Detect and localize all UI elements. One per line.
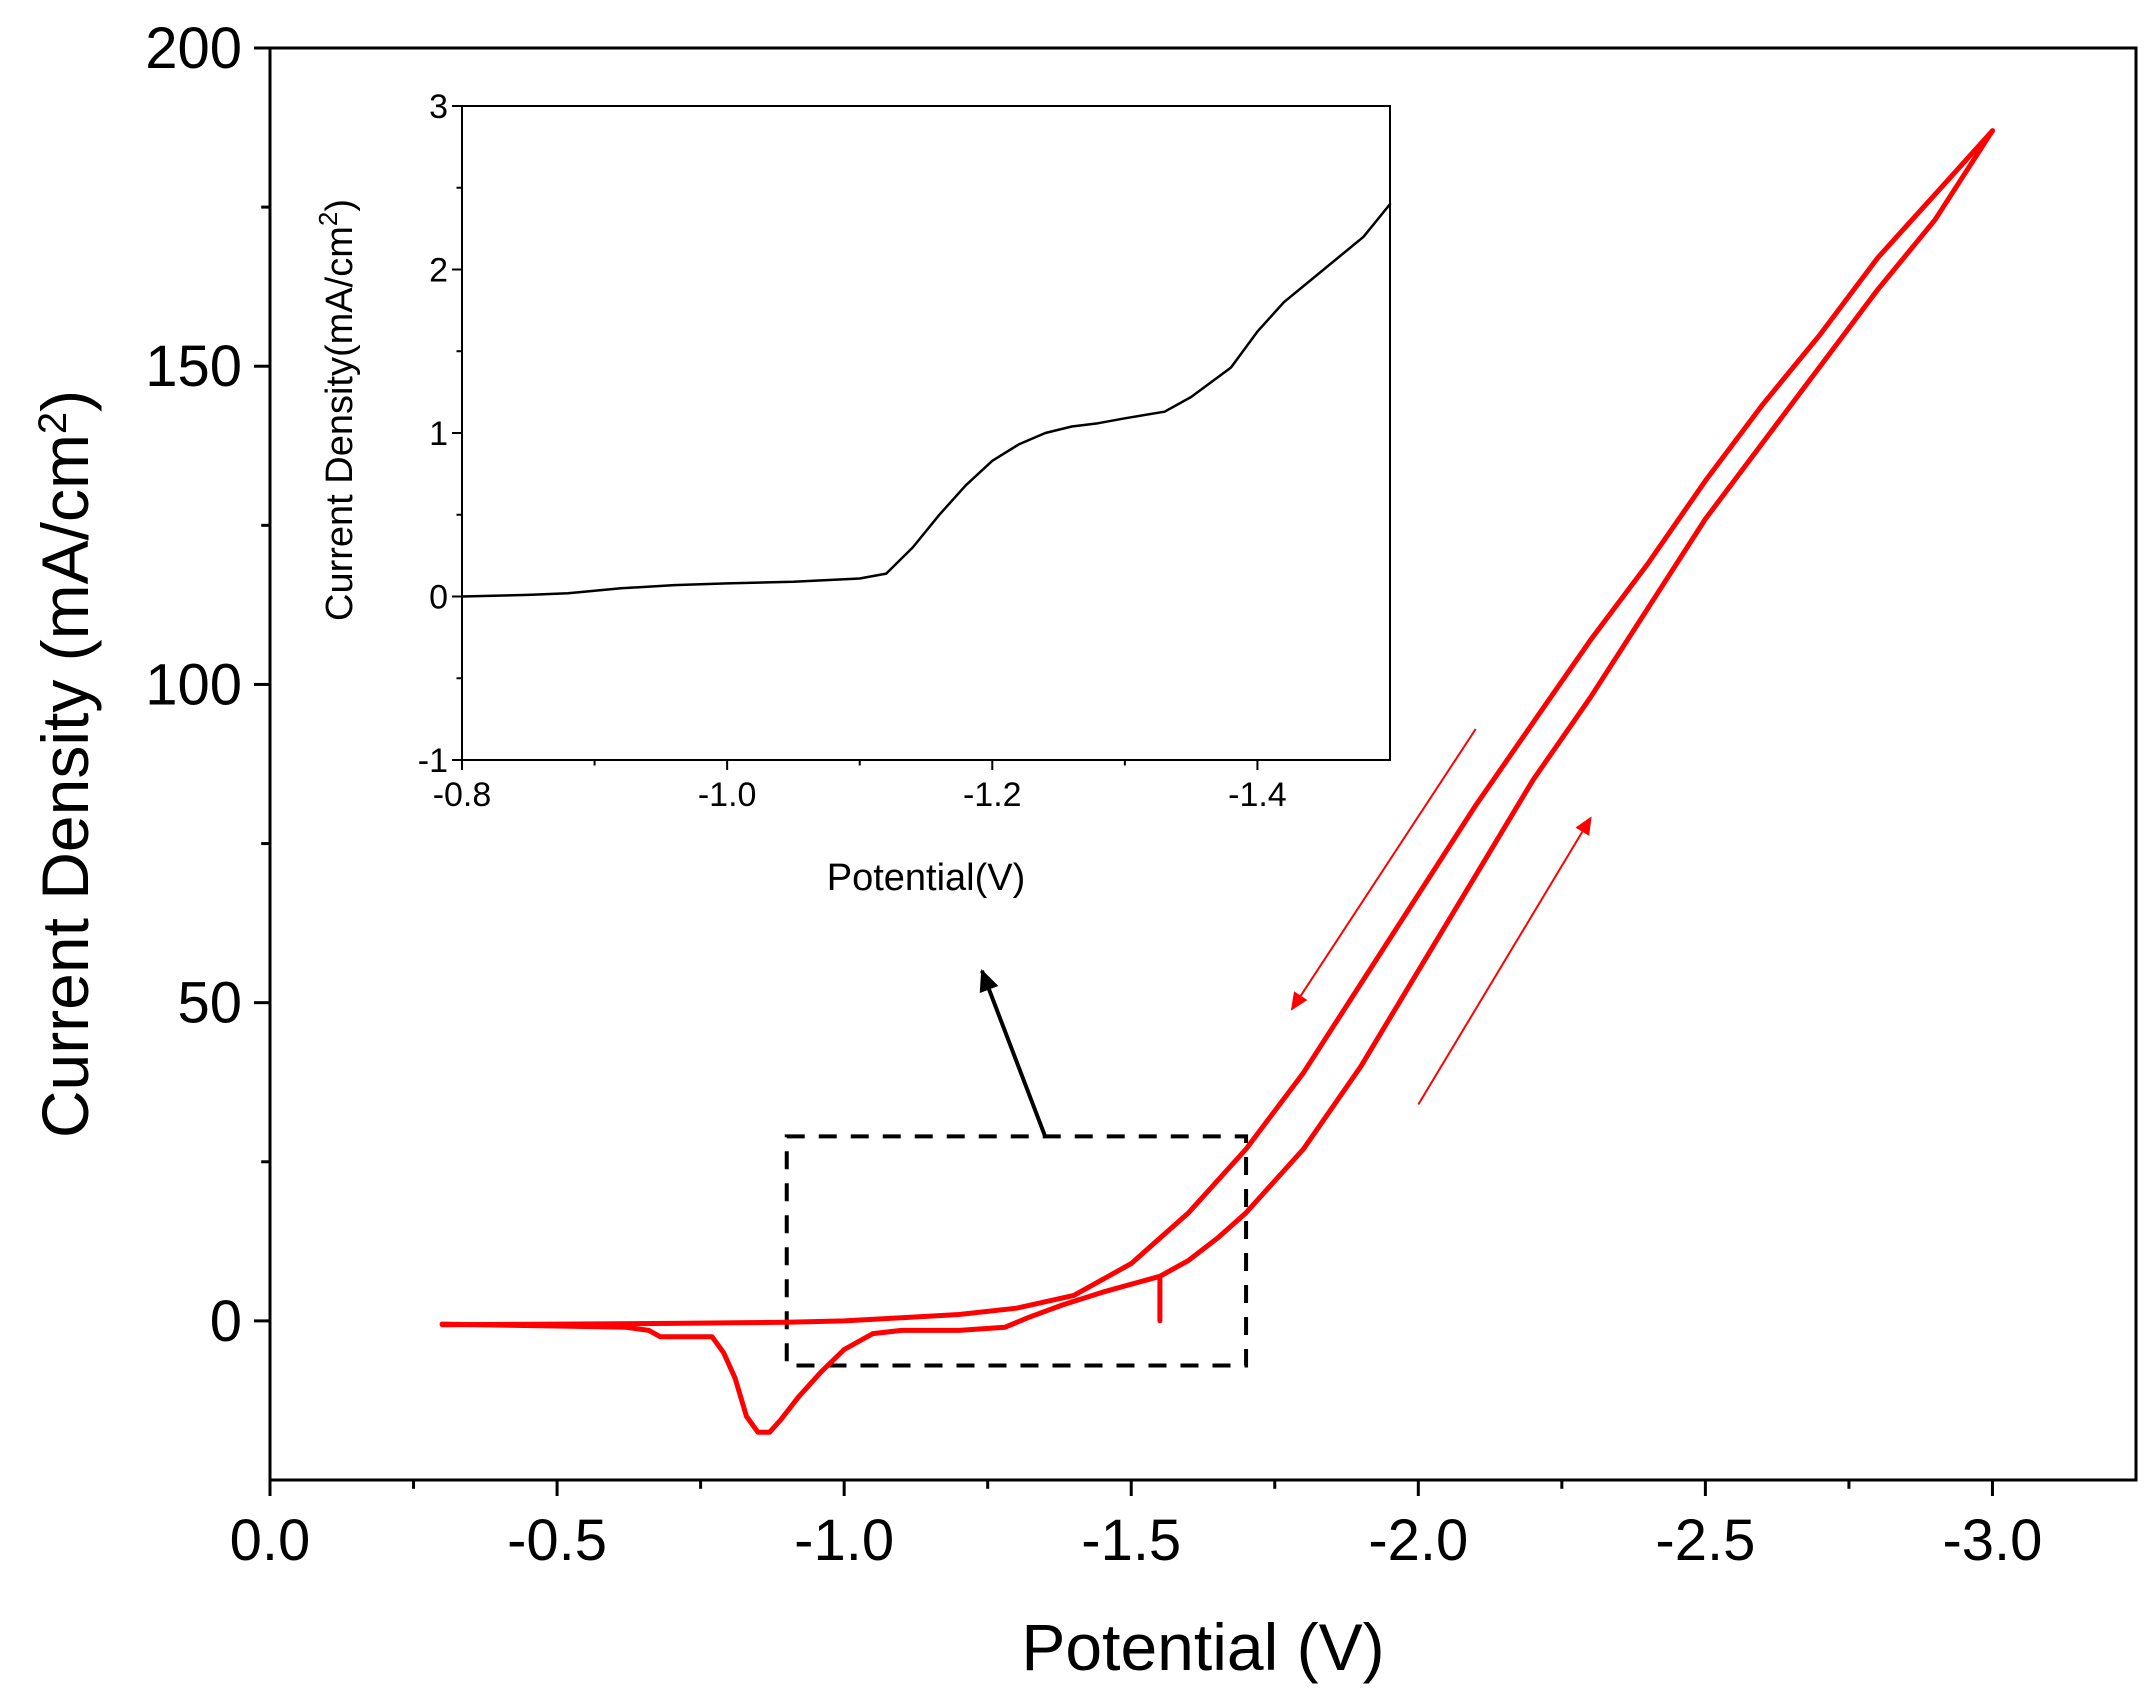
inset-y-axis-title-sup: 2	[313, 212, 343, 226]
main-x-tick-label: -2.0	[1368, 1508, 1468, 1573]
scan-direction-arrow-2	[1417, 816, 1592, 1106]
main-y-tick-label: 150	[145, 334, 242, 399]
inset-x-axis-title: Potential(V)	[827, 857, 1026, 899]
inset-y-tick-label: 0	[429, 579, 448, 617]
main-y-axis-title: Current Density (mA/cm2)	[28, 390, 102, 1138]
main-annotations	[784, 728, 1592, 1368]
inset-series	[460, 202, 1392, 598]
main-x-tick-label: -0.5	[507, 1508, 607, 1573]
main-y-tick-label: 50	[177, 971, 242, 1036]
inset-y-tick-label: 1	[429, 415, 448, 453]
inset-x-tick-label: -1.2	[963, 776, 1022, 814]
inset-y-ticks: -1 0 1 2 3	[418, 88, 462, 780]
main-plot: 0.0 -0.5 -1.0 -1.5 -2.0 -2.5 -3.0 050100150200…	[28, 16, 2138, 1684]
main-x-tick-label: 0.0	[230, 1508, 311, 1573]
main-x-tick-label: -1.0	[794, 1508, 894, 1573]
inset-x-tick-label: -1.4	[1228, 776, 1287, 814]
inset-y-axis-title-base: Current Density(mA/cm	[319, 226, 361, 621]
inset-x-ticks: -0.8 -1.0 -1.2 -1.4	[433, 760, 1287, 814]
inset-plot: -0.8 -1.0 -1.2 -1.4 -1 0 1 2 3 Potential(V) Cur…	[313, 88, 1392, 899]
main-y-tick-label: 100	[145, 652, 242, 717]
main-x-tick-label: -2.5	[1655, 1508, 1755, 1573]
main-y-axis-title-close: )	[28, 390, 102, 412]
inset-x-tick-label: -0.8	[433, 776, 492, 814]
inset-y-axis-title-close: )	[319, 199, 361, 212]
main-series-line-2	[439, 128, 1995, 1328]
main-x-tick-label: -3.0	[1942, 1508, 2042, 1573]
inset-y-tick-label: 2	[429, 252, 448, 290]
inset-y-axis-title: Current Density(mA/cm2)	[313, 199, 361, 621]
main-series-line-1	[439, 128, 1995, 1435]
inset-y-tick-label: -1	[418, 742, 448, 780]
main-y-tick-label: 200	[145, 16, 242, 81]
main-series	[439, 128, 1995, 1435]
main-y-ticks: 0 50 100 150 200	[145, 16, 270, 1354]
inset-y-tick-label: 3	[429, 88, 448, 126]
main-y-axis-title-sup: 2	[31, 412, 75, 434]
scan-direction-arrow-1	[1290, 728, 1477, 1011]
main-x-ticks: 0.0 -0.5 -1.0 -1.5 -2.0 -2.5 -3.0	[230, 1480, 2042, 1573]
main-x-axis-title: Potential (V)	[1021, 1610, 1384, 1684]
inset-series-line-1	[460, 202, 1392, 598]
main-plot-frame	[268, 46, 2138, 1482]
inset-background	[461, 105, 1391, 761]
zoom-region-box	[784, 1134, 1249, 1368]
main-x-tick-label: -1.5	[1081, 1508, 1181, 1573]
main-y-tick-label: 0	[210, 1289, 242, 1354]
zoom-arrow	[979, 968, 1047, 1138]
inset-x-tick-label: -1.0	[698, 776, 757, 814]
main-y-axis-title-base: Current Density (mA/cm	[28, 434, 102, 1138]
